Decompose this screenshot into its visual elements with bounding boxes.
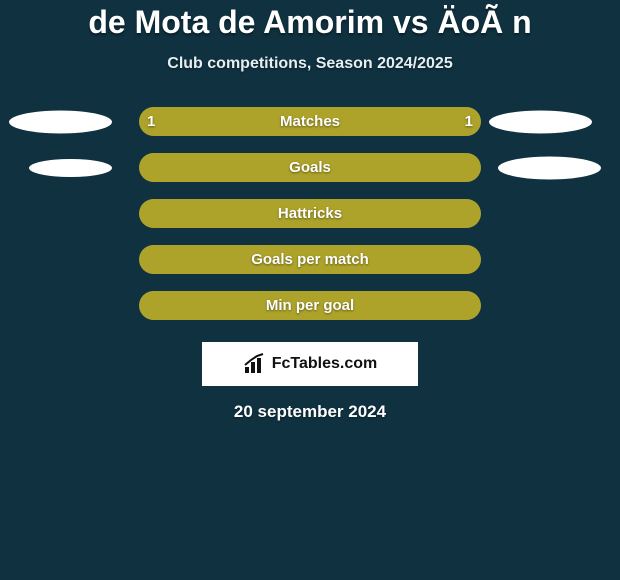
stat-rows: Matches11GoalsHattricksGoals per matchMi… bbox=[0, 107, 620, 320]
stat-row: Goals bbox=[0, 153, 620, 182]
player-ellipse-right bbox=[489, 110, 592, 133]
player-ellipse-left bbox=[9, 110, 112, 133]
logo-box: FcTables.com bbox=[202, 342, 418, 386]
date-label: 20 september 2024 bbox=[0, 402, 620, 422]
stat-fill-left bbox=[139, 107, 310, 136]
stat-value-right: 1 bbox=[465, 107, 473, 136]
stat-row: Goals per match bbox=[0, 245, 620, 274]
player-ellipse-right bbox=[498, 156, 601, 179]
stat-fill bbox=[139, 291, 481, 320]
player-ellipse-left bbox=[29, 159, 112, 177]
page-title: de Mota de Amorim vs ÄoÃ n bbox=[0, 0, 620, 41]
stat-fill-right bbox=[310, 107, 481, 136]
stat-fill bbox=[139, 245, 481, 274]
stat-row: Min per goal bbox=[0, 291, 620, 320]
logo-text: FcTables.com bbox=[272, 355, 378, 373]
stat-value-left: 1 bbox=[147, 107, 155, 136]
stat-fill bbox=[139, 199, 481, 228]
stat-fill bbox=[139, 153, 481, 182]
page-subtitle: Club competitions, Season 2024/2025 bbox=[0, 55, 620, 73]
stat-row: Matches11 bbox=[0, 107, 620, 136]
stat-row: Hattricks bbox=[0, 199, 620, 228]
chart-icon bbox=[243, 353, 267, 375]
